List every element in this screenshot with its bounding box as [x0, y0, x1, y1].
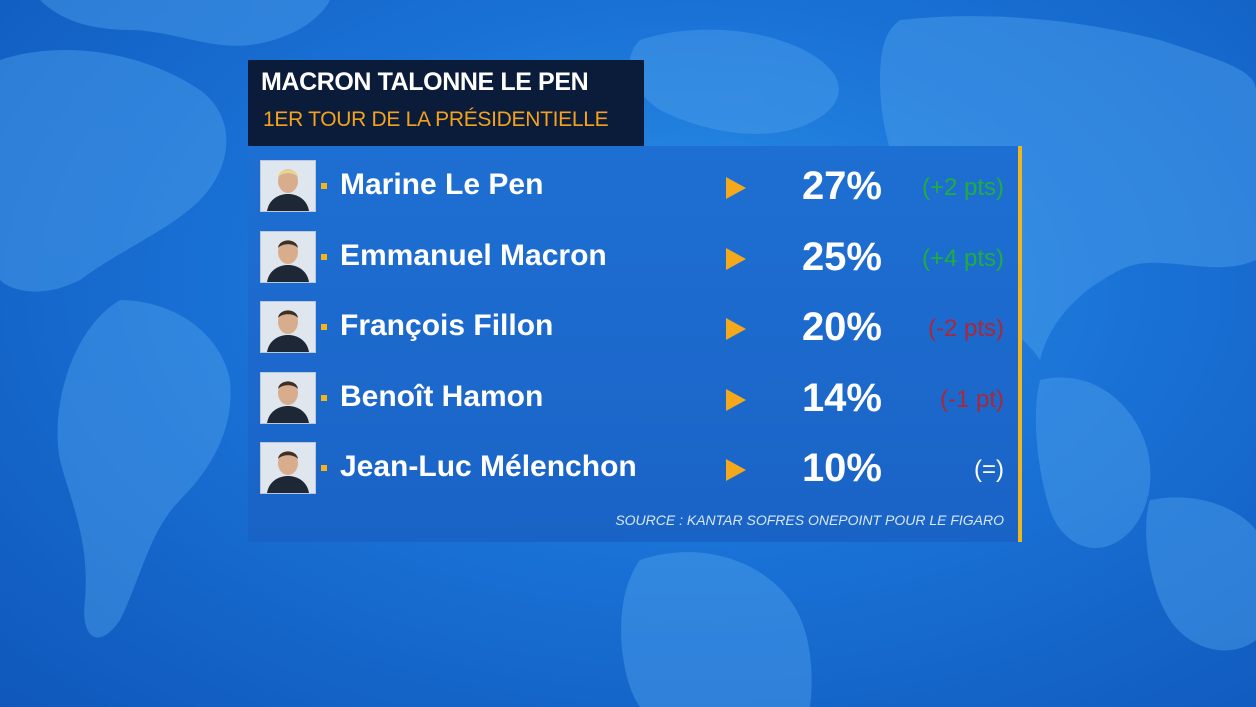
percentage-value: 10%	[801, 446, 882, 490]
chart-title: MACRON TALONNE LE PEN	[261, 68, 589, 96]
candidate-row: Benoît Hamon 14% (-1 pt)	[248, 363, 1018, 433]
candidate-row: Marine Le Pen 27% (+2 pts)	[248, 151, 1018, 221]
bullet-marker	[321, 465, 327, 471]
panel-accent-rule	[1018, 146, 1022, 542]
bullet-marker	[321, 324, 327, 330]
candidate-photo	[260, 160, 316, 212]
candidate-name: Benoît Hamon	[340, 379, 544, 413]
poll-results-panel: Marine Le Pen 27% (+2 pts) Emmanuel Macron 2…	[248, 146, 1018, 542]
candidate-name: Marine Le Pen	[340, 168, 544, 201]
chart-subtitle: 1ER TOUR DE LA PRÉSIDENTIELLE	[263, 108, 609, 131]
candidate-photo	[260, 301, 316, 353]
change-indicator: (=)	[974, 456, 1004, 483]
bullet-marker	[321, 394, 327, 401]
candidate-name: Emmanuel Macron	[340, 238, 607, 272]
chart-title-box: MACRON TALONNE LE PEN 1ER TOUR DE LA PRÉ…	[248, 60, 644, 146]
change-indicator: (-1 pt)	[939, 385, 1004, 413]
source-note: SOURCE : KANTAR SOFRES ONEPOINT POUR LE …	[615, 512, 1004, 528]
percentage-value: 25%	[801, 234, 882, 279]
percentage-value: 27%	[801, 164, 882, 208]
candidate-row: François Fillon 20% (-2 pts)	[248, 292, 1018, 362]
play-arrow-icon	[726, 247, 746, 270]
play-arrow-icon	[726, 459, 746, 481]
candidate-name: Jean-Luc Mélenchon	[340, 450, 637, 483]
candidate-photo	[260, 442, 316, 494]
bullet-marker	[321, 253, 327, 260]
play-arrow-icon	[726, 318, 746, 340]
play-arrow-icon	[726, 177, 746, 199]
change-indicator: (+2 pts)	[921, 174, 1004, 201]
percentage-value: 20%	[801, 305, 882, 349]
change-indicator: (+4 pts)	[921, 244, 1004, 272]
candidate-photo	[260, 371, 316, 424]
candidate-row: Emmanuel Macron 25% (+4 pts)	[248, 222, 1018, 292]
play-arrow-icon	[726, 388, 746, 411]
bullet-marker	[321, 183, 327, 189]
candidate-row: Jean-Luc Mélenchon 10% (=)	[248, 433, 1018, 503]
candidate-photo	[260, 230, 316, 283]
percentage-value: 14%	[801, 375, 882, 420]
change-indicator: (-2 pts)	[927, 315, 1004, 342]
candidate-name: François Fillon	[340, 309, 554, 342]
